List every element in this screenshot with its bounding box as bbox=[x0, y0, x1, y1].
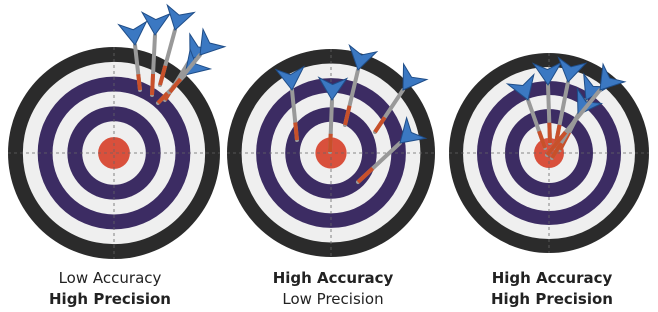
panel-label: Low Precision bbox=[282, 290, 383, 308]
dart-flight bbox=[403, 64, 427, 90]
dart-barrel bbox=[295, 123, 297, 141]
dart bbox=[170, 29, 225, 92]
panel-label: Low Accuracy bbox=[59, 269, 162, 287]
dart-barrel bbox=[138, 74, 140, 90]
dart-barrel bbox=[549, 123, 550, 143]
dart-barrel bbox=[330, 134, 331, 152]
page: Low Accuracy High Precision High Accurac… bbox=[0, 0, 658, 312]
illustration: Low Accuracy High Precision High Accurac… bbox=[0, 0, 658, 312]
panel-label: High Precision bbox=[491, 290, 613, 308]
dart-flight bbox=[167, 5, 194, 30]
dart-barrel bbox=[152, 74, 153, 95]
dart-flight bbox=[142, 12, 170, 35]
panel-label: High Accuracy bbox=[492, 269, 613, 287]
target-ring bbox=[98, 137, 130, 169]
dart-flight bbox=[119, 22, 147, 45]
panel-label: High Precision bbox=[49, 290, 171, 308]
panel-label: High Accuracy bbox=[273, 269, 394, 287]
dart-flight bbox=[200, 29, 225, 55]
